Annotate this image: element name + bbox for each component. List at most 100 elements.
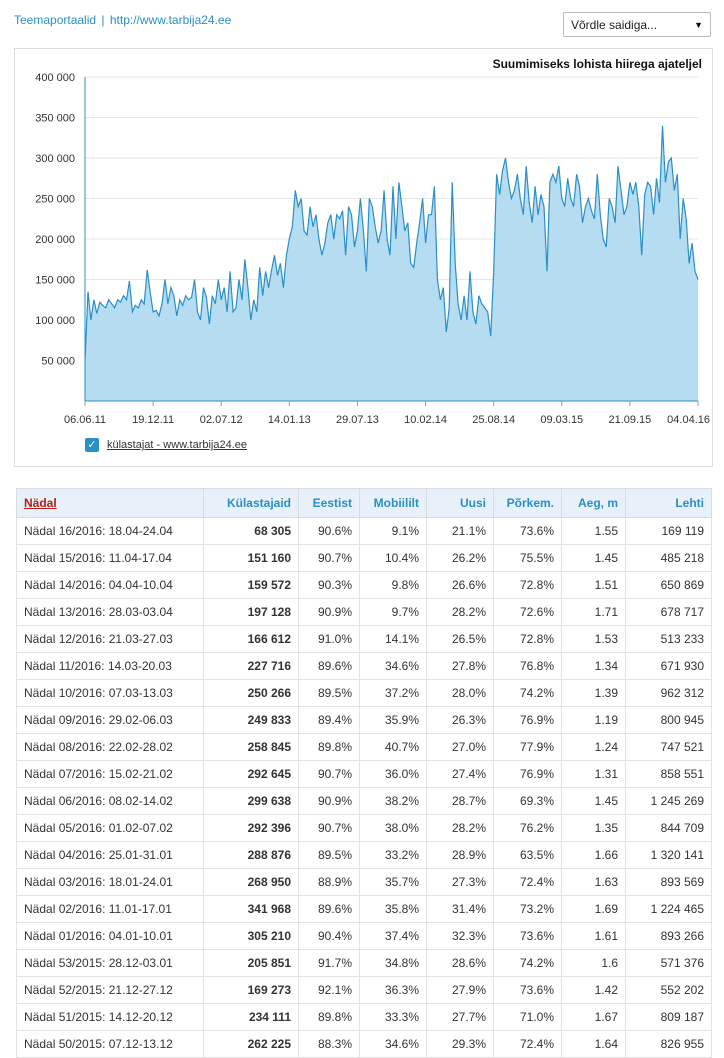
table-row: Nädal 09/2016: 29.02-06.03 249 833 89.4% 35… [16,706,712,734]
column-header-pages[interactable]: Lehti [625,488,712,518]
cell-week: Nädal 07/2016: 15.02-21.02 [16,760,204,788]
cell-pages: 1 224 465 [625,895,712,923]
cell-week: Nädal 51/2015: 14.12-20.12 [16,1003,204,1031]
cell-mobile: 33.2% [359,841,427,869]
cell-estonia: 89.6% [298,652,360,680]
series-area [85,125,698,401]
x-tick-label: 29.07.13 [336,414,379,426]
cell-time: 1.66 [561,841,626,869]
table-row: Nädal 16/2016: 18.04-24.04 68 305 90.6% 9.1… [16,517,712,545]
cell-bounce: 76.2% [493,814,562,842]
cell-estonia: 90.9% [298,787,360,815]
cell-new: 28.0% [426,679,494,707]
cell-visitors: 151 160 [203,544,299,572]
y-tick-label: 50 000 [41,356,75,368]
cell-pages: 962 312 [625,679,712,707]
cell-week: Nädal 06/2016: 08.02-14.02 [16,787,204,815]
table-row: Nädal 53/2015: 28.12-03.01 205 851 91.7% 34… [16,949,712,977]
cell-bounce: 77.9% [493,733,562,761]
compare-site-select[interactable]: Võrdle saidiga... ▼ [563,12,711,37]
cell-mobile: 9.8% [359,571,427,599]
column-header-estonia[interactable]: Eestist [298,488,360,518]
top-links: Teemaportaalid | http://www.tarbija24.ee [14,13,231,27]
cell-estonia: 89.5% [298,679,360,707]
visitors-chart[interactable]: Suumimiseks lohista hiirega ajateljel 50… [14,48,713,467]
cell-visitors: 68 305 [203,517,299,545]
chart-legend[interactable]: ✓ külastajat - www.tarbija24.ee [85,438,247,452]
table-row: Nädal 10/2016: 07.03-13.03 250 266 89.5% 37… [16,679,712,707]
cell-pages: 671 930 [625,652,712,680]
series-line [84,125,699,361]
column-header-time[interactable]: Aeg, m [561,488,626,518]
cell-new: 26.3% [426,706,494,734]
cell-time: 1.67 [561,1003,626,1031]
cell-mobile: 37.4% [359,922,427,950]
cell-bounce: 63.5% [493,841,562,869]
cell-mobile: 14.1% [359,625,427,653]
cell-estonia: 89.5% [298,841,360,869]
column-header-week[interactable]: Nädal [16,488,204,518]
column-header-mobile[interactable]: Mobiililt [359,488,427,518]
cell-estonia: 90.7% [298,544,360,572]
cell-pages: 1 245 269 [625,787,712,815]
cell-pages: 513 233 [625,625,712,653]
cell-bounce: 69.3% [493,787,562,815]
cell-new: 28.7% [426,787,494,815]
cell-pages: 844 709 [625,814,712,842]
cell-time: 1.51 [561,571,626,599]
cell-time: 1.42 [561,976,626,1004]
cell-mobile: 38.0% [359,814,427,842]
cell-time: 1.45 [561,787,626,815]
cell-visitors: 292 645 [203,760,299,788]
cell-visitors: 205 851 [203,949,299,977]
cell-week: Nädal 52/2015: 21.12-27.12 [16,976,204,1004]
cell-visitors: 299 638 [203,787,299,815]
cell-pages: 650 869 [625,571,712,599]
cell-bounce: 72.6% [493,598,562,626]
cell-time: 1.34 [561,652,626,680]
cell-mobile: 10.4% [359,544,427,572]
cell-estonia: 90.9% [298,598,360,626]
cell-bounce: 73.6% [493,922,562,950]
column-header-new[interactable]: Uusi [426,488,494,518]
column-header-bounce[interactable]: Põrkem. [493,488,562,518]
chart-canvas[interactable]: 50 000 100 000 150 000 200 000 250 000 300 00… [15,49,712,466]
cell-visitors: 341 968 [203,895,299,923]
cell-mobile: 35.8% [359,895,427,923]
cell-estonia: 88.3% [298,1030,360,1058]
cell-new: 32.3% [426,922,494,950]
site-link[interactable]: http://www.tarbija24.ee [109,13,232,27]
cell-estonia: 91.7% [298,949,360,977]
cell-week: Nädal 53/2015: 28.12-03.01 [16,949,204,977]
table-row: Nädal 07/2016: 15.02-21.02 292 645 90.7% 36… [16,760,712,788]
cell-pages: 858 551 [625,760,712,788]
cell-mobile: 36.3% [359,976,427,1004]
x-tick-label: 10.02.14 [404,414,447,426]
cell-new: 27.7% [426,1003,494,1031]
table-row: Nädal 15/2016: 11.04-17.04 151 160 90.7% 10… [16,544,712,572]
cell-visitors: 250 266 [203,679,299,707]
cell-estonia: 91.0% [298,625,360,653]
x-tick-label: 14.01.13 [268,414,311,426]
checkbox-icon[interactable]: ✓ [85,438,99,452]
cell-estonia: 89.8% [298,1003,360,1031]
cell-time: 1.35 [561,814,626,842]
cell-pages: 893 266 [625,922,712,950]
y-tick-label: 150 000 [35,275,75,287]
cell-pages: 678 717 [625,598,712,626]
cell-mobile: 38.2% [359,787,427,815]
portal-link[interactable]: Teemaportaalid [14,13,97,27]
cell-visitors: 169 273 [203,976,299,1004]
x-tick-label: 09.03.15 [540,414,583,426]
cell-mobile: 35.9% [359,706,427,734]
cell-time: 1.45 [561,544,626,572]
cell-estonia: 90.6% [298,517,360,545]
cell-mobile: 9.1% [359,517,427,545]
column-header-visitors[interactable]: Külastajaid [203,488,299,518]
compare-site-value: Võrdle saidiga... [571,18,658,32]
legend-label[interactable]: külastajat - www.tarbija24.ee [107,439,248,451]
cell-bounce: 74.2% [493,679,562,707]
cell-pages: 893 569 [625,868,712,896]
cell-new: 29.3% [426,1030,494,1058]
cell-time: 1.71 [561,598,626,626]
